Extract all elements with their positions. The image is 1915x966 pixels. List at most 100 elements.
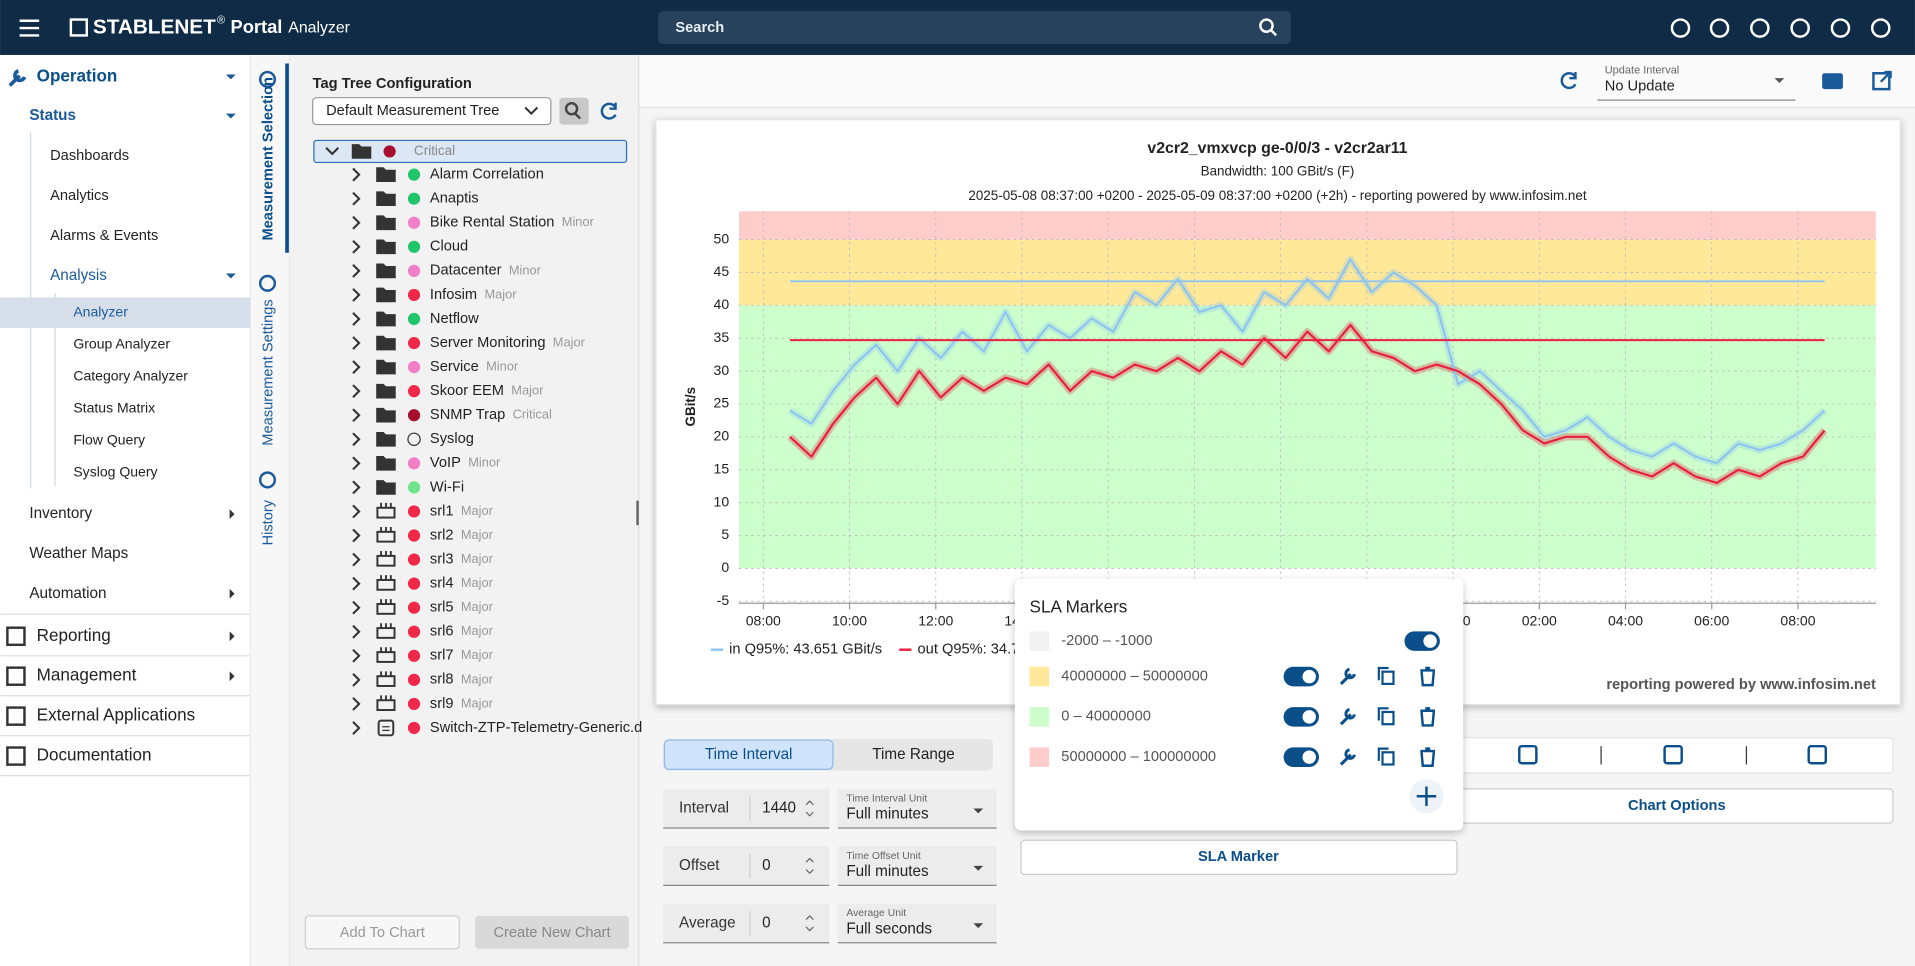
caret-down[interactable] xyxy=(225,273,236,279)
tree-item[interactable]: srl2 xyxy=(430,527,454,543)
tree-item[interactable]: srl6 xyxy=(430,624,454,640)
tree-item[interactable]: Skoor EEM xyxy=(430,383,504,399)
chevron-right[interactable] xyxy=(352,673,361,687)
tree-select[interactable] xyxy=(312,97,552,126)
header-icon[interactable] xyxy=(1670,18,1691,38)
chevron-down[interactable] xyxy=(524,106,539,116)
chevron-right[interactable] xyxy=(352,432,361,447)
spinner[interactable] xyxy=(805,800,814,817)
menu-item[interactable]: Analytics xyxy=(50,188,109,204)
menu-item[interactable]: Syslog Query xyxy=(73,463,157,479)
menu-item[interactable]: Flow Query xyxy=(73,431,145,447)
chevron-right[interactable] xyxy=(352,239,361,254)
tree-item[interactable]: Netflow xyxy=(430,311,479,327)
tree-item[interactable]: Datacenter xyxy=(430,263,502,279)
caret-down[interactable] xyxy=(225,74,236,80)
tree-item[interactable]: Service xyxy=(430,359,479,375)
legend-label[interactable]: in Q95%: 43.651 GBit/s xyxy=(729,642,882,658)
chevron-down[interactable] xyxy=(325,147,340,156)
tool-icon[interactable] xyxy=(1807,744,1828,765)
sla-marker-button[interactable] xyxy=(1020,839,1458,876)
tree-refresh-icon[interactable] xyxy=(600,102,617,120)
time-tab[interactable]: Time Interval xyxy=(705,746,793,763)
menu-item[interactable]: Alarms & Events xyxy=(50,228,158,244)
menu-status[interactable]: Status xyxy=(29,107,76,124)
tree-item[interactable]: srl1 xyxy=(430,503,454,519)
wrench-icon[interactable] xyxy=(1339,708,1356,726)
chevron-right[interactable] xyxy=(352,167,361,182)
external-icon[interactable] xyxy=(1872,70,1892,91)
tree-item[interactable]: Cloud xyxy=(430,239,468,255)
add-to-chart-button[interactable] xyxy=(304,915,460,950)
tree-item[interactable]: srl4 xyxy=(430,576,454,592)
caret-right[interactable] xyxy=(229,631,235,642)
chevron-right[interactable] xyxy=(352,528,361,543)
chevron-right[interactable] xyxy=(352,624,361,639)
tree-item[interactable]: srl9 xyxy=(430,696,454,712)
chevron-right[interactable] xyxy=(352,600,361,615)
unit-bg[interactable] xyxy=(837,788,997,828)
menu-item[interactable]: Automation xyxy=(29,585,106,602)
tree-item[interactable]: srl5 xyxy=(430,600,454,616)
copy-icon[interactable] xyxy=(1381,751,1395,766)
tree-item[interactable]: Wi-Fi xyxy=(430,479,464,495)
unit-bg[interactable] xyxy=(837,903,997,943)
tree-item[interactable]: srl3 xyxy=(430,551,454,567)
menu-item[interactable]: Category Analyzer xyxy=(73,367,188,383)
menu-analysis[interactable]: Analysis xyxy=(50,267,107,284)
chevron-right[interactable] xyxy=(352,215,361,230)
caret-down[interactable] xyxy=(1774,78,1785,84)
header-icon[interactable] xyxy=(1709,18,1730,38)
menu-section[interactable]: Reporting xyxy=(37,626,111,645)
create-chart-button[interactable] xyxy=(475,915,629,949)
vertical-tab[interactable]: Measurement Settings xyxy=(261,299,277,445)
trash-icon[interactable] xyxy=(1420,747,1436,767)
caret-right[interactable] xyxy=(229,509,235,520)
tree-item[interactable]: Alarm Correlation xyxy=(430,167,544,183)
refresh-icon[interactable] xyxy=(1560,72,1577,90)
chevron-right[interactable] xyxy=(352,336,361,350)
copy-icon[interactable] xyxy=(1381,670,1395,685)
trash-icon[interactable] xyxy=(1420,707,1436,727)
caret-down[interactable] xyxy=(973,808,984,814)
vertical-tab[interactable]: History xyxy=(261,499,277,545)
chevron-right[interactable] xyxy=(352,576,361,591)
chevron-right[interactable] xyxy=(352,697,361,711)
unit-bg[interactable] xyxy=(837,846,997,886)
caret-right[interactable] xyxy=(229,588,235,599)
vertical-tab[interactable]: Measurement Selection xyxy=(261,77,277,241)
chevron-right[interactable] xyxy=(352,288,361,302)
menu-item[interactable]: Dashboards xyxy=(50,148,129,164)
menu-section[interactable]: External Applications xyxy=(37,706,196,725)
menu-item[interactable]: Status Matrix xyxy=(73,399,155,415)
tree-item[interactable]: Syslog xyxy=(430,431,474,447)
menu-item[interactable]: Group Analyzer xyxy=(73,335,170,351)
chevron-right[interactable] xyxy=(352,456,361,471)
search-box[interactable] xyxy=(658,10,1291,44)
field-value[interactable]: 0 xyxy=(762,857,770,874)
chevron-right[interactable] xyxy=(352,648,361,663)
caret-down[interactable] xyxy=(973,923,984,929)
tree-item[interactable]: VoIP xyxy=(430,455,461,471)
trash-icon[interactable] xyxy=(1420,666,1436,687)
chevron-right[interactable] xyxy=(352,360,361,374)
chevron-right[interactable] xyxy=(352,721,361,735)
tool-icon[interactable] xyxy=(1663,744,1683,765)
wrench-icon[interactable] xyxy=(1339,667,1356,685)
tree-item[interactable]: Switch-ZTP-Telemetry-Generic.d xyxy=(430,720,642,736)
menu-item[interactable]: Weather Maps xyxy=(29,545,128,562)
spinner[interactable] xyxy=(805,915,814,932)
tool-icon[interactable] xyxy=(1518,744,1538,765)
caret-down[interactable] xyxy=(225,113,236,119)
wrench-icon[interactable] xyxy=(1339,748,1356,766)
menu-operation[interactable]: Operation xyxy=(37,66,118,85)
chevron-right[interactable] xyxy=(352,264,361,278)
menu-item[interactable]: Analyzer xyxy=(73,303,128,319)
copy-icon[interactable] xyxy=(1381,710,1395,726)
chevron-right[interactable] xyxy=(352,191,361,206)
chevron-right[interactable] xyxy=(352,312,361,326)
tree-item[interactable]: Anaptis xyxy=(430,191,479,207)
chevron-right[interactable] xyxy=(352,552,361,567)
tree-item[interactable]: Server Monitoring xyxy=(430,335,546,351)
spinner[interactable] xyxy=(805,857,814,875)
